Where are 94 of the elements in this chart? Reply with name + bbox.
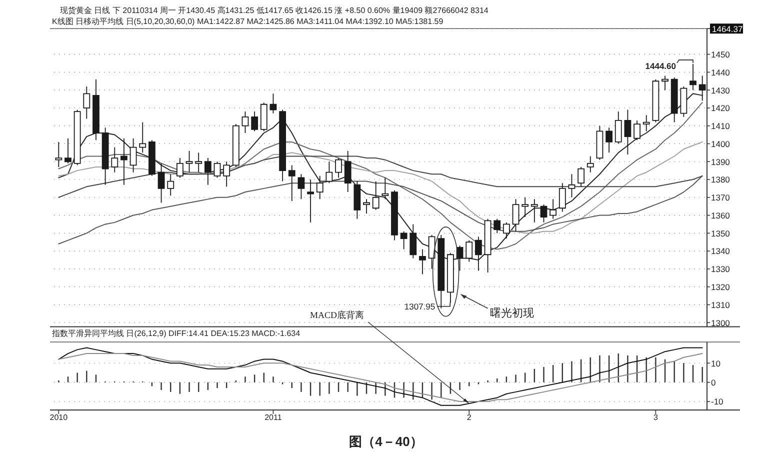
line-series — [58, 347, 703, 406]
candlestick — [130, 138, 137, 173]
candlestick — [176, 158, 184, 178]
candlestick — [64, 138, 72, 164]
candlestick — [251, 111, 258, 132]
y-tick-label: 1400 — [711, 138, 730, 149]
annotation: 1307.95 — [404, 301, 436, 312]
candlestick — [690, 64, 696, 91]
candlestick — [148, 140, 156, 176]
candlestick — [102, 127, 109, 186]
y-tick-label: 1360 — [711, 210, 730, 220]
y-tick-label: 1464.37 — [712, 24, 743, 34]
candlestick — [522, 196, 529, 218]
candlestick — [586, 156, 594, 173]
candlestick — [634, 120, 640, 141]
candlestick — [186, 150, 193, 173]
candlestick — [335, 158, 342, 178]
candlestick — [242, 111, 249, 134]
y-tick-label: 1430 — [711, 85, 730, 96]
candlestick — [307, 179, 314, 223]
candlestick — [530, 198, 538, 223]
y-tick-label: 10 — [711, 358, 721, 368]
candlestick — [558, 182, 566, 212]
y-tick-label: 1340 — [711, 246, 730, 256]
candlestick — [55, 141, 62, 168]
candlestick — [596, 125, 604, 160]
y-tick-label: 1390 — [711, 156, 730, 167]
candlestick — [494, 218, 501, 234]
chart-title: 指数平滑异同平均线 日(26,12,9) DIFF:14.41 DEA:15.23 MACD:-1.634 — [51, 329, 301, 338]
candlestick — [270, 93, 277, 114]
candlestick — [391, 190, 398, 241]
candlestick — [111, 146, 118, 173]
candlestick — [288, 164, 296, 202]
y-tick-label: 1300 — [711, 318, 730, 328]
y-tick-label: 1380 — [711, 174, 730, 185]
candlestick — [363, 198, 370, 214]
y-tick-label: 1310 — [711, 300, 730, 310]
x-tick-label: 2011 — [264, 413, 282, 422]
candlestick — [298, 174, 305, 200]
candlestick — [83, 86, 90, 120]
text: 图（4－40） — [349, 434, 423, 449]
y-tick-label: 1420 — [711, 103, 730, 114]
candlestick — [74, 109, 81, 166]
candlestick — [120, 138, 128, 186]
candlestick — [540, 204, 548, 223]
line-series — [58, 156, 703, 198]
candlestick — [195, 152, 202, 173]
candlestick — [223, 161, 230, 188]
candlestick — [372, 180, 380, 210]
y-tick-label: 1350 — [711, 228, 730, 238]
candlestick — [419, 248, 426, 275]
candlestick — [624, 109, 632, 155]
candlestick — [642, 114, 650, 132]
annotation: MACD底背离 — [310, 310, 364, 320]
line-series — [58, 175, 703, 244]
candlestick — [400, 230, 408, 250]
candlestick — [354, 180, 361, 220]
y-tick-label: 1410 — [711, 121, 730, 132]
candlestick — [502, 222, 510, 239]
candlestick — [158, 162, 165, 204]
x-tick-label: 2 — [466, 413, 472, 422]
candlestick — [550, 198, 557, 220]
candlestick — [279, 109, 286, 182]
candlestick — [614, 111, 622, 144]
y-tick-label: 1370 — [711, 192, 730, 203]
annotation: 1444.60 — [645, 60, 676, 71]
candlestick — [326, 161, 333, 184]
y-tick-label: -10 — [711, 396, 724, 407]
candlestick — [139, 122, 146, 154]
candlestick — [204, 158, 212, 186]
candlestick — [662, 75, 668, 91]
candlestick — [167, 174, 174, 196]
candlestick — [316, 175, 324, 200]
candlestick — [214, 161, 221, 178]
candlestick — [606, 127, 612, 154]
chart-subtitle: K线图 日移动平均线 日(5,10,20,30,60,0) MA1:1422.87 MA2:1425.86 MA3:1411.04 MA4:1392.10 MA5:1381.59 — [52, 17, 444, 26]
line-series — [58, 141, 703, 234]
annotation: 曙光初现 — [490, 306, 534, 320]
candlestick — [512, 198, 520, 232]
y-tick-label: 1450 — [711, 50, 730, 60]
x-tick-label: 3 — [653, 413, 658, 422]
y-tick-label: 1320 — [711, 282, 730, 292]
candlestick — [260, 102, 268, 132]
candlestick — [232, 124, 240, 168]
y-tick-label: 1330 — [711, 264, 730, 274]
candlestick — [344, 150, 352, 192]
candlestick — [382, 177, 389, 200]
line-series — [58, 353, 703, 402]
candlestick — [578, 166, 585, 188]
candlestick — [568, 174, 576, 198]
chart-title: 现货黄金 日线 下 20110314 周一 开1430.45 高1431.25 低1417.65 收1426.15 涨 +8.50 0.60% 量19409 额27666042 8314 — [60, 6, 489, 15]
y-tick-label: 0 — [711, 378, 716, 388]
x-tick-label: 2010 — [50, 413, 68, 422]
y-tick-label: 1440 — [711, 67, 730, 78]
